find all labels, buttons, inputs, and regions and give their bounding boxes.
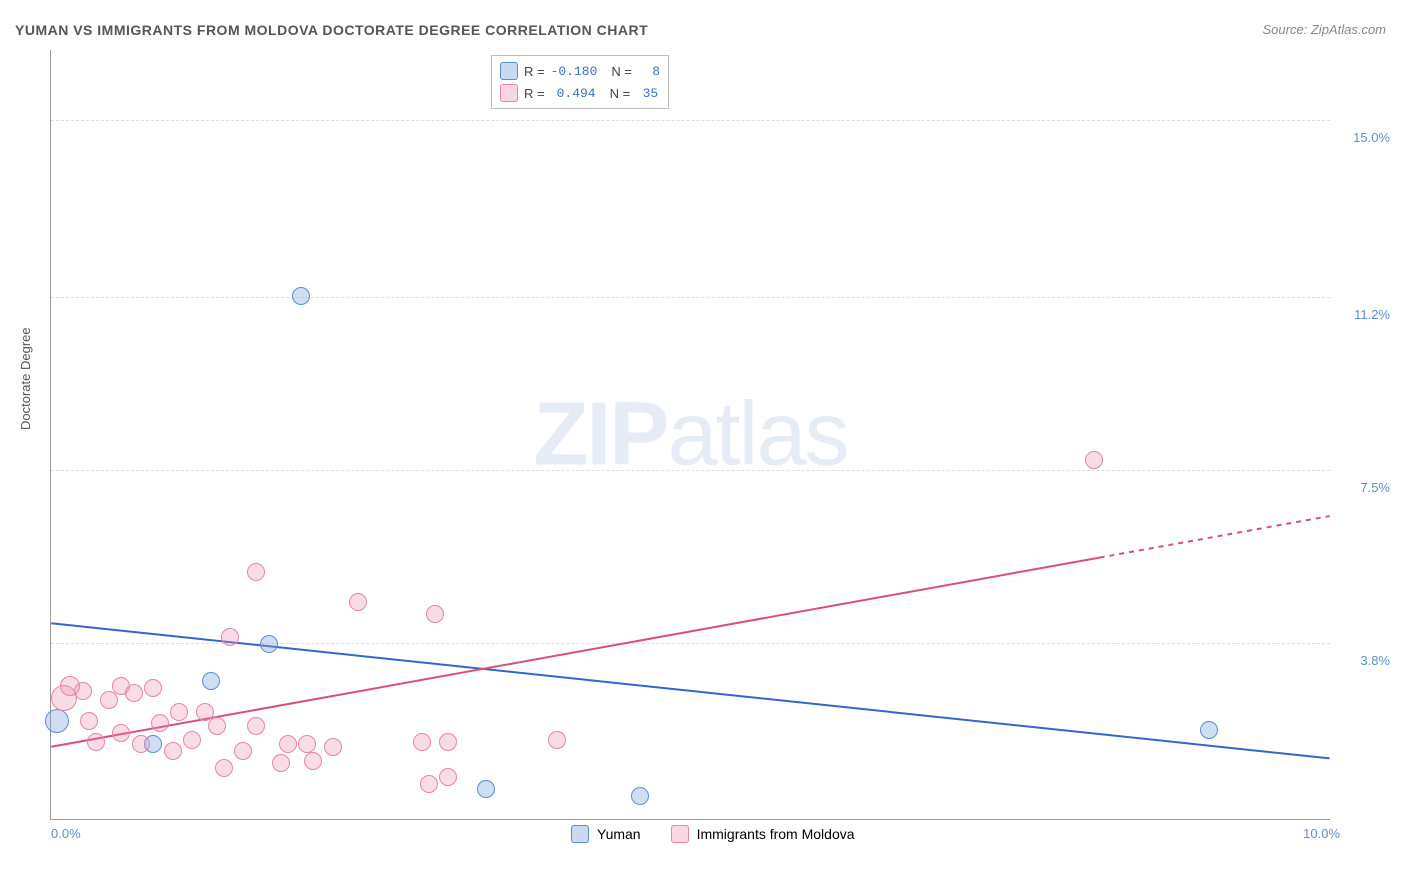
data-point [279,735,297,753]
data-point [202,672,220,690]
gridline [51,120,1330,121]
swatch-blue-icon [571,825,589,843]
data-point [164,742,182,760]
swatch-blue-icon [500,62,518,80]
trend-lines [51,50,1330,819]
source-text: Source: ZipAtlas.com [1262,22,1386,37]
data-point [170,703,188,721]
data-point [100,691,118,709]
data-point [247,717,265,735]
legend-row-moldova: R = 0.494 N = 35 [500,82,660,104]
data-point [247,563,265,581]
legend-item-moldova: Immigrants from Moldova [671,825,855,843]
data-point [112,724,130,742]
data-point [125,684,143,702]
data-point [439,733,457,751]
data-point [439,768,457,786]
y-tick-label: 15.0% [1353,130,1390,145]
data-point [413,733,431,751]
series-legend: Yuman Immigrants from Moldova [571,825,855,843]
data-point [144,679,162,697]
chart-area: ZIPatlas 3.8%7.5%11.2%15.0% 0.0% 10.0% R… [50,50,1330,820]
data-point [183,731,201,749]
data-point [45,709,69,733]
data-point [260,635,278,653]
data-point [298,735,316,753]
data-point [324,738,342,756]
y-tick-label: 11.2% [1354,307,1390,322]
data-point [221,628,239,646]
swatch-pink-icon [671,825,689,843]
x-tick-max: 10.0% [1303,826,1340,841]
legend-item-yuman: Yuman [571,825,641,843]
data-point [132,735,150,753]
data-point [208,717,226,735]
data-point [426,605,444,623]
data-point [631,787,649,805]
data-point [349,593,367,611]
data-point [234,742,252,760]
data-point [272,754,290,772]
gridline [51,470,1330,471]
data-point [548,731,566,749]
y-tick-label: 3.8% [1360,653,1390,668]
gridline [51,643,1330,644]
y-axis-label: Doctorate Degree [18,327,33,430]
legend-row-yuman: R = -0.180 N = 8 [500,60,660,82]
x-tick-min: 0.0% [51,826,81,841]
data-point [292,287,310,305]
data-point [80,712,98,730]
data-point [420,775,438,793]
data-point [87,733,105,751]
y-tick-label: 7.5% [1360,480,1390,495]
chart-title: YUMAN VS IMMIGRANTS FROM MOLDOVA DOCTORA… [15,22,648,38]
correlation-legend: R = -0.180 N = 8 R = 0.494 N = 35 [491,55,669,109]
data-point [74,682,92,700]
data-point [1085,451,1103,469]
data-point [215,759,233,777]
data-point [477,780,495,798]
data-point [304,752,322,770]
data-point [1200,721,1218,739]
gridline [51,297,1330,298]
swatch-pink-icon [500,84,518,102]
data-point [151,714,169,732]
